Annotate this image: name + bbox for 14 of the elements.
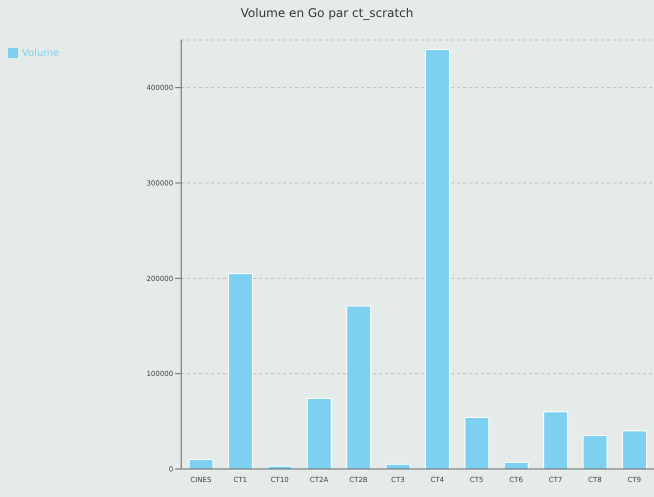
legend-label: Volume xyxy=(22,48,60,59)
bar xyxy=(582,435,608,469)
bar xyxy=(346,305,372,469)
chart-title: Volume en Go par ct_scratch xyxy=(240,6,414,20)
bar xyxy=(386,464,411,469)
bar xyxy=(543,411,568,469)
bar xyxy=(622,430,647,469)
bar xyxy=(306,398,332,469)
bar xyxy=(267,466,292,469)
bar xyxy=(424,49,450,469)
bar xyxy=(228,273,253,469)
bar xyxy=(504,462,529,469)
bar xyxy=(464,417,490,469)
bar xyxy=(188,458,214,469)
